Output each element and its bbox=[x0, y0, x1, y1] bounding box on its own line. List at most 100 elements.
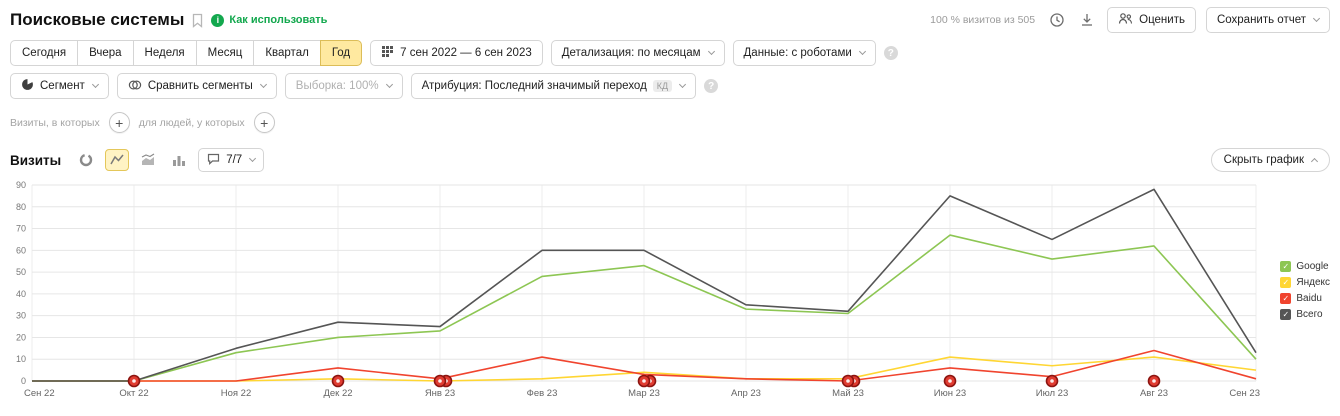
svg-text:50: 50 bbox=[16, 267, 26, 277]
segment-label: Сегмент bbox=[40, 80, 85, 92]
sampling-dropdown[interactable]: Выборка: 100% bbox=[284, 73, 403, 99]
data-mode-label: Данные: с роботами bbox=[743, 47, 852, 59]
svg-text:Ноя 22: Ноя 22 bbox=[221, 388, 252, 399]
svg-text:0: 0 bbox=[21, 376, 26, 386]
people-filter-label: для людей, у которых bbox=[138, 116, 245, 129]
legend-label: Baidu bbox=[1296, 293, 1322, 304]
svg-text:Апр 23: Апр 23 bbox=[731, 388, 761, 399]
legend-label: Яндекс bbox=[1296, 277, 1330, 288]
period-tab-неделя[interactable]: Неделя bbox=[132, 40, 197, 66]
period-row: Сегодня Вчера Неделя Месяц Квартал Год 7 сен … bbox=[10, 40, 1330, 66]
period-tab-вчера[interactable]: Вчера bbox=[77, 40, 134, 66]
chevron-down-icon bbox=[385, 80, 393, 89]
help-icon[interactable]: ? bbox=[883, 46, 898, 60]
bookmark-icon[interactable] bbox=[191, 13, 204, 28]
legend-item-google[interactable]: ✓ Google bbox=[1280, 261, 1330, 272]
period-tabs: Сегодня Вчера Неделя Месяц Квартал Год bbox=[10, 40, 363, 66]
legend-label: Google bbox=[1296, 261, 1329, 272]
svg-text:Июн 23: Июн 23 bbox=[934, 388, 966, 399]
segment-pie-icon bbox=[21, 78, 34, 94]
comments-count-label: 7/7 bbox=[226, 154, 243, 166]
save-report-button[interactable]: Сохранить отчет bbox=[1205, 7, 1330, 33]
detalization-label: Детализация: по месяцам bbox=[561, 47, 701, 59]
sampling-label: Выборка: 100% bbox=[295, 80, 379, 92]
svg-text:Янв 23: Янв 23 bbox=[425, 388, 455, 399]
period-tab-год[interactable]: Год bbox=[319, 40, 363, 66]
rate-label: Оценить bbox=[1139, 14, 1185, 26]
comments-dropdown[interactable]: 7/7 bbox=[198, 148, 265, 172]
svg-text:30: 30 bbox=[16, 311, 26, 321]
legend-item-всего[interactable]: ✓ Всего bbox=[1280, 309, 1330, 320]
pie-chart-type-icon[interactable] bbox=[74, 149, 98, 171]
info-green-icon: i bbox=[211, 13, 225, 27]
legend-checkbox[interactable]: ✓ bbox=[1280, 293, 1292, 304]
page-title: Поисковые системы bbox=[10, 10, 185, 29]
hide-chart-label: Скрыть график bbox=[1223, 154, 1304, 166]
chevron-down-icon bbox=[259, 80, 267, 89]
svg-text:70: 70 bbox=[16, 224, 26, 234]
comment-bubble-icon bbox=[207, 153, 220, 168]
svg-text:10: 10 bbox=[16, 354, 26, 364]
svg-text:90: 90 bbox=[16, 180, 26, 190]
chevron-down-icon bbox=[707, 47, 715, 56]
add-people-filter-button[interactable]: + bbox=[253, 112, 275, 133]
legend-checkbox[interactable]: ✓ bbox=[1280, 261, 1292, 272]
legend-item-baidu[interactable]: ✓ Baidu bbox=[1280, 293, 1330, 304]
legend-label: Всего bbox=[1296, 309, 1323, 320]
save-report-label: Сохранить отчет bbox=[1216, 14, 1306, 26]
rate-button[interactable]: Оценить bbox=[1107, 7, 1196, 33]
compare-segments-button[interactable]: Сравнить сегменты bbox=[116, 73, 277, 99]
attribution-dropdown[interactable]: Атрибуция: Последний значимый переход КД bbox=[410, 73, 697, 99]
download-icon[interactable] bbox=[1077, 10, 1097, 30]
svg-text:Мар 23: Мар 23 bbox=[628, 388, 660, 399]
compare-segments-label: Сравнить сегменты bbox=[147, 80, 253, 92]
how-to-use-link[interactable]: i Как использовать bbox=[211, 13, 328, 27]
visits-chart-svg[interactable]: 0 10 20 30 40 50 60 70 80 90 Сен 22 Окт 22 Ноя 22 Дек… bbox=[10, 175, 1262, 411]
column-chart-type-icon[interactable] bbox=[167, 149, 191, 171]
svg-text:40: 40 bbox=[16, 289, 26, 299]
chart-legend: ✓ Google ✓ Яндекс ✓ Baidu ✓ Всего bbox=[1280, 261, 1330, 320]
compare-segments-icon bbox=[128, 79, 142, 94]
legend-item-яндекс[interactable]: ✓ Яндекс bbox=[1280, 277, 1330, 288]
history-icon[interactable] bbox=[1047, 10, 1067, 30]
chevron-down-icon bbox=[858, 47, 866, 56]
period-tab-квартал[interactable]: Квартал bbox=[253, 40, 321, 66]
chevron-down-icon bbox=[91, 80, 99, 89]
add-visit-filter-button[interactable]: + bbox=[108, 112, 130, 133]
segment-button[interactable]: Сегмент bbox=[10, 73, 109, 99]
chevron-down-icon bbox=[1312, 14, 1321, 23]
visits-filter-label: Визиты, в которых bbox=[10, 116, 100, 129]
period-tab-сегодня[interactable]: Сегодня bbox=[10, 40, 79, 66]
svg-text:Дек 22: Дек 22 bbox=[323, 388, 352, 399]
hide-chart-button[interactable]: Скрыть график bbox=[1210, 148, 1330, 172]
chevron-down-icon bbox=[249, 154, 257, 163]
svg-text:Сен 22: Сен 22 bbox=[24, 388, 55, 399]
date-range-button[interactable]: 7 сен 2022 — 6 сен 2023 bbox=[370, 40, 543, 66]
svg-text:Июл 23: Июл 23 bbox=[1036, 388, 1069, 399]
help-icon[interactable]: ? bbox=[704, 79, 719, 93]
period-tab-месяц[interactable]: Месяц bbox=[195, 40, 255, 66]
attribution-badge: КД bbox=[652, 80, 673, 92]
date-range-label: 7 сен 2022 — 6 сен 2023 bbox=[400, 47, 532, 59]
data-mode-dropdown[interactable]: Данные: с роботами bbox=[732, 40, 876, 66]
svg-text:Фев 23: Фев 23 bbox=[527, 388, 558, 399]
legend-checkbox[interactable]: ✓ bbox=[1280, 309, 1292, 320]
chart-title: Визиты bbox=[10, 152, 62, 168]
attribution-label: Атрибуция: Последний значимый переход bbox=[421, 80, 647, 92]
detalization-dropdown[interactable]: Детализация: по месяцам bbox=[550, 40, 725, 66]
stacked-area-chart-type-icon[interactable] bbox=[136, 149, 160, 171]
svg-text:Сен 23: Сен 23 bbox=[1229, 388, 1260, 399]
visits-chart: 0 10 20 30 40 50 60 70 80 90 Сен 22 Окт 22 Ноя 22 Дек… bbox=[10, 175, 1330, 416]
visits-share-text: 100 % визитов из 505 bbox=[930, 14, 1036, 26]
filter-row: Визиты, в которых + для людей, у которых… bbox=[10, 112, 1330, 133]
chevron-down-icon bbox=[679, 80, 687, 89]
legend-checkbox[interactable]: ✓ bbox=[1280, 277, 1292, 288]
svg-text:Окт 22: Окт 22 bbox=[119, 388, 148, 399]
svg-text:80: 80 bbox=[16, 202, 26, 212]
svg-text:20: 20 bbox=[16, 332, 26, 342]
chevron-up-icon bbox=[1310, 157, 1319, 166]
line-chart-type-icon[interactable] bbox=[105, 149, 130, 171]
calendar-icon bbox=[381, 45, 394, 61]
how-to-use-label: Как использовать bbox=[229, 14, 328, 26]
